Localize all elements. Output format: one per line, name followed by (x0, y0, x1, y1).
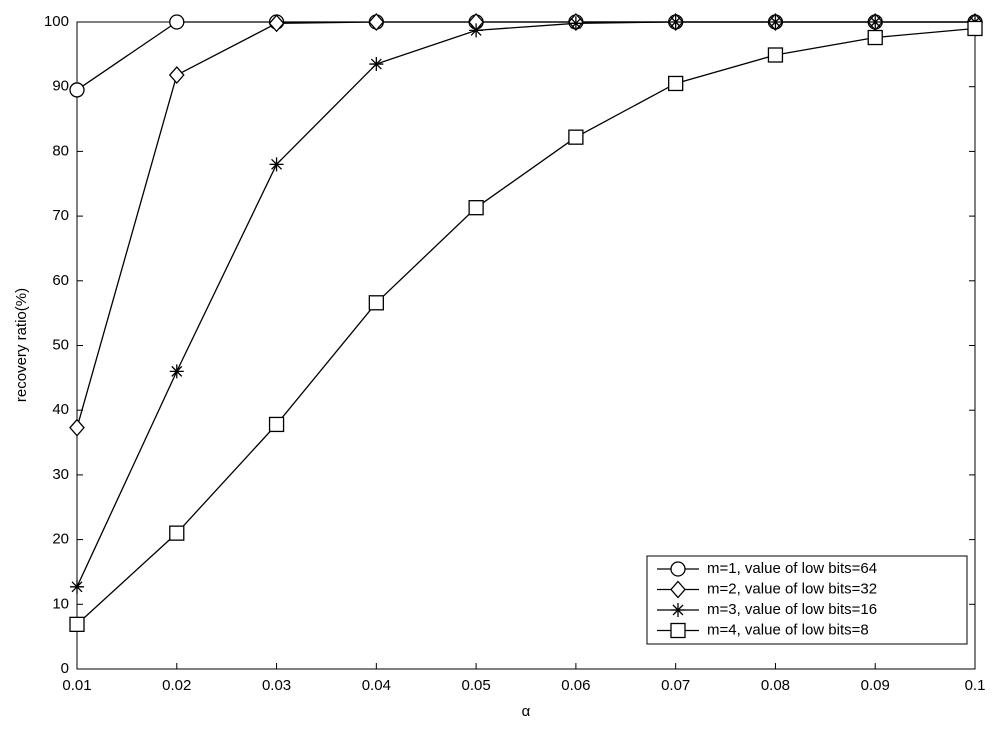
data-point (70, 579, 84, 594)
x-tick-label: 0.02 (162, 677, 191, 694)
legend-label: m=4, value of low bits=8 (707, 621, 869, 638)
series-line (76, 27, 976, 625)
x-tick-label: 0.01 (62, 677, 91, 694)
y-tick-label: 80 (52, 142, 69, 159)
data-point (168, 66, 185, 85)
data-point (967, 20, 983, 37)
legend-label: m=1, value of low bits=64 (707, 560, 877, 577)
x-tick-label: 0.09 (861, 677, 890, 694)
x-tick-label: 0.03 (262, 677, 291, 694)
y-tick-label: 60 (52, 272, 69, 289)
x-tick-label: 0.08 (761, 677, 790, 694)
data-point (269, 157, 284, 172)
data-point (568, 129, 584, 145)
legend-marker (671, 603, 685, 617)
data-point (69, 418, 85, 437)
data-point (768, 15, 783, 29)
legend-marker (670, 622, 686, 639)
data-point (668, 15, 683, 29)
x-axis-label: α (522, 703, 531, 720)
legend-label: m=2, value of low bits=32 (707, 580, 877, 597)
series-line (76, 21, 975, 588)
data-point (69, 616, 85, 633)
y-tick-label: 90 (52, 78, 69, 95)
series-line (76, 21, 975, 428)
y-tick-label: 30 (52, 466, 69, 483)
data-point (268, 416, 285, 433)
x-tick-label: 0.05 (462, 677, 491, 694)
data-point (867, 29, 883, 46)
y-tick-label: 50 (52, 336, 69, 353)
legend-label: m=3, value of low bits=16 (707, 601, 877, 618)
y-tick-label: 40 (52, 401, 69, 418)
legend-marker (670, 561, 686, 577)
y-axis-label: recovery ratio(%) (13, 288, 30, 402)
data-point (169, 14, 185, 30)
x-tick-label: 0.06 (561, 677, 590, 694)
legend-box (646, 555, 968, 645)
data-point (169, 364, 184, 379)
x-tick-label: 0.04 (362, 677, 391, 694)
data-point (169, 525, 185, 541)
data-point (868, 15, 883, 29)
y-tick-label: 10 (52, 595, 69, 612)
data-point (668, 75, 684, 92)
data-point (767, 47, 784, 63)
legend-marker (670, 580, 686, 599)
data-point (469, 23, 484, 38)
series-line (76, 21, 975, 91)
x-tick-label: 0.07 (661, 677, 690, 694)
y-tick-label: 0 (61, 660, 69, 677)
y-tick-label: 70 (52, 207, 69, 224)
data-point (368, 13, 385, 31)
data-point (69, 82, 85, 98)
data-point (468, 200, 484, 216)
y-tick-label: 20 (52, 531, 69, 548)
x-tick-label: 0.1 (965, 677, 986, 694)
data-point (368, 295, 384, 311)
y-tick-label: 100 (44, 13, 69, 30)
data-point (268, 14, 285, 33)
data-point (568, 16, 583, 31)
data-point (369, 57, 384, 72)
